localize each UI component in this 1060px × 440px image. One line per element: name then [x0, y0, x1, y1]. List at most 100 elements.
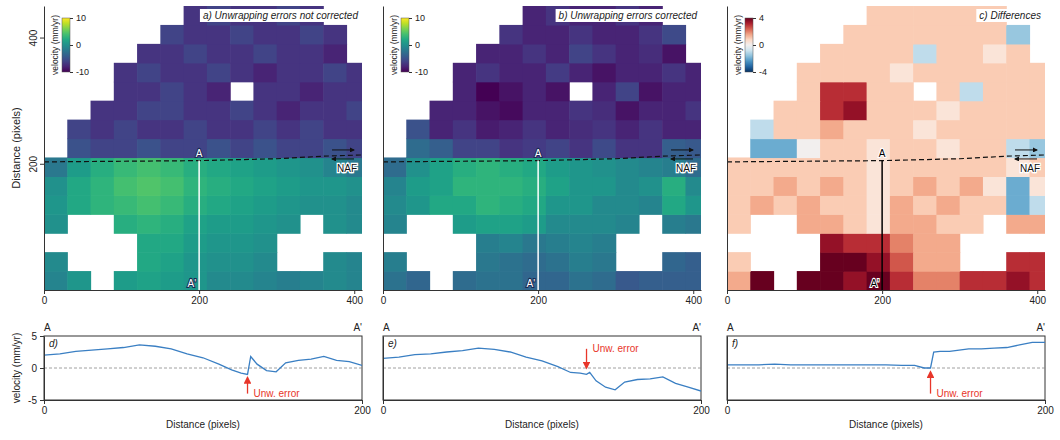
- cell: [936, 195, 960, 215]
- cell: [960, 271, 984, 290]
- cell: [890, 252, 914, 272]
- figure: AA'NAF0200400200400Distance (pixels)a) U…: [0, 0, 1060, 440]
- cell: [230, 63, 254, 83]
- cell: [890, 63, 914, 83]
- cell: [476, 44, 500, 64]
- cell: [207, 271, 231, 290]
- tick-label: 400: [1029, 295, 1046, 306]
- fault-line: [383, 155, 701, 162]
- cell: [430, 139, 454, 159]
- cell: [91, 195, 115, 215]
- profile-series: [383, 348, 701, 391]
- cell: [184, 25, 208, 45]
- tick: 200: [191, 290, 208, 306]
- cell: [936, 271, 960, 290]
- shear-arrow: [332, 158, 354, 159]
- cell: [499, 101, 523, 121]
- cell: [774, 157, 798, 177]
- tick: -10: [70, 67, 89, 77]
- axis-line: [383, 7, 384, 291]
- tick-label: 4: [759, 13, 764, 23]
- cell: [592, 195, 616, 215]
- cell: [137, 63, 161, 83]
- tick-mark: [409, 45, 412, 46]
- cell: [546, 252, 570, 272]
- cell: [44, 176, 68, 196]
- cell: [300, 176, 324, 196]
- cell: [983, 82, 1007, 102]
- cell: [253, 82, 277, 102]
- tick-label: 0: [381, 405, 387, 416]
- cell: [184, 252, 208, 272]
- axis-title: Distance (pixels): [505, 419, 579, 430]
- cell: [662, 44, 686, 64]
- colorbar-title: velocity (mm/yr): [389, 15, 399, 75]
- cell: [592, 233, 616, 253]
- cell: [913, 139, 937, 159]
- cell: [91, 120, 115, 140]
- map-labels: AA'NAF: [871, 148, 1040, 289]
- cell: [546, 176, 570, 196]
- cell: [277, 44, 301, 64]
- cell: [346, 63, 362, 83]
- annotation-label: Unw. error: [593, 343, 640, 354]
- cell: [685, 82, 701, 102]
- cell: [639, 101, 663, 121]
- profile-line: [537, 161, 539, 290]
- frame: [727, 336, 1045, 400]
- zero-line: [727, 368, 1045, 369]
- profile-panel: 0200f)AA'Distance (pixels)Unw. error: [725, 322, 1055, 430]
- cell: [936, 176, 960, 196]
- tick-label: -4: [759, 67, 767, 77]
- cell: [662, 63, 686, 83]
- profile-end: A': [1036, 322, 1045, 333]
- title-background: [556, 9, 701, 22]
- cell: [662, 252, 686, 272]
- cell: [184, 63, 208, 83]
- cell: [983, 139, 1007, 159]
- tick-mark: [753, 45, 756, 46]
- cell: [137, 195, 161, 215]
- cell: [277, 82, 301, 102]
- cell: [346, 120, 362, 140]
- cell: [44, 252, 68, 272]
- tick-label: 200: [28, 155, 39, 172]
- cell: [230, 157, 254, 177]
- cell: [207, 157, 231, 177]
- profile-end: A: [44, 322, 51, 333]
- cell: [913, 176, 937, 196]
- axis-line: [44, 7, 45, 291]
- cell: [499, 25, 523, 45]
- cell: [936, 252, 960, 272]
- cell: [820, 233, 844, 253]
- cell: [820, 63, 844, 83]
- cell: [616, 195, 640, 215]
- cell: [867, 233, 891, 253]
- tick: 200: [28, 155, 44, 172]
- x-axis: 0200: [381, 400, 711, 416]
- plot-area: [383, 6, 701, 290]
- cell: [685, 176, 701, 196]
- tick: 0: [381, 290, 387, 306]
- cell: [546, 44, 570, 64]
- cell: [184, 157, 208, 177]
- plot-area: [383, 348, 701, 391]
- cell: [137, 271, 161, 290]
- cell: [91, 139, 115, 159]
- cell: [546, 82, 570, 102]
- cell: [867, 214, 891, 234]
- cell: [960, 214, 984, 234]
- cell: [114, 176, 138, 196]
- map-labels: AA'NAF: [527, 148, 696, 289]
- cell: [323, 120, 347, 140]
- cell: [184, 44, 208, 64]
- cell: [616, 214, 640, 234]
- y-axis: [383, 337, 384, 401]
- colorbar-axis: 40-4: [753, 13, 767, 77]
- cell: [207, 233, 231, 253]
- cell: [1006, 214, 1030, 234]
- cell: [499, 63, 523, 83]
- cell: [616, 82, 640, 102]
- cell: [91, 176, 115, 196]
- fault-label: NAF: [337, 163, 357, 174]
